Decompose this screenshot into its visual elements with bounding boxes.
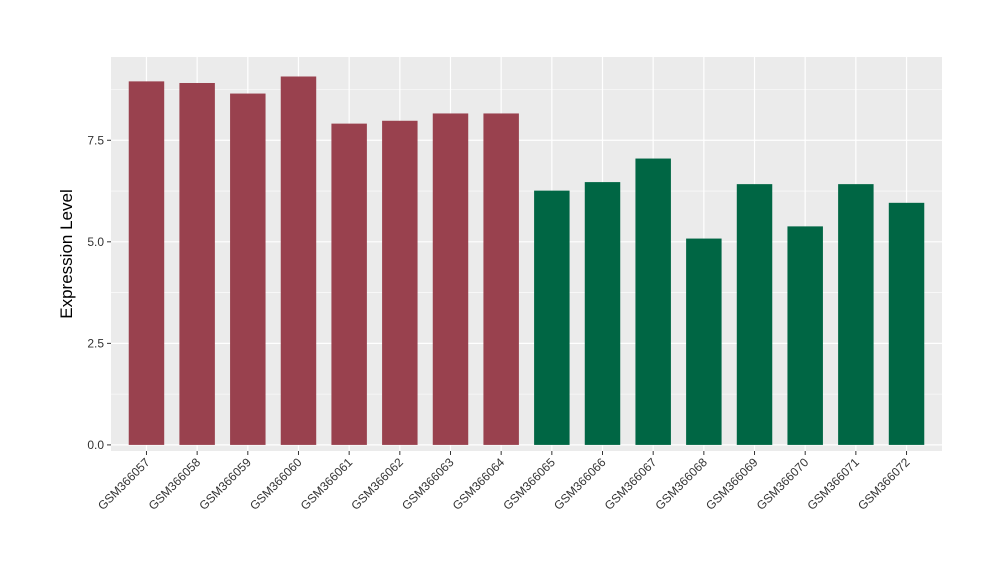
x-tick-label: GSM366069 bbox=[703, 455, 761, 513]
x-tick-label: GSM366060 bbox=[247, 455, 305, 513]
x-axis: GSM366057GSM366058GSM366059GSM366060GSM3… bbox=[95, 451, 913, 513]
bar-GSM366064 bbox=[483, 113, 519, 445]
bars bbox=[128, 76, 925, 445]
bar-GSM366060 bbox=[280, 76, 317, 445]
bar-GSM366072 bbox=[888, 202, 925, 445]
x-tick-label: GSM366063 bbox=[399, 455, 457, 513]
x-tick-label: GSM366058 bbox=[146, 455, 204, 513]
bar-GSM366059 bbox=[230, 93, 266, 445]
x-tick-label: GSM366065 bbox=[500, 455, 558, 513]
x-tick-label: GSM366066 bbox=[551, 455, 609, 513]
bar-GSM366071 bbox=[838, 184, 874, 445]
bar-GSM366065 bbox=[534, 190, 570, 445]
bar-GSM366062 bbox=[382, 120, 418, 445]
bar-GSM366067 bbox=[635, 158, 671, 445]
x-tick-label: GSM366057 bbox=[95, 455, 153, 513]
x-tick-label: GSM366068 bbox=[652, 455, 710, 513]
bar-GSM366063 bbox=[432, 113, 469, 445]
bar-GSM366069 bbox=[736, 184, 773, 445]
x-tick-label: GSM366061 bbox=[298, 455, 356, 513]
x-tick-label: GSM366071 bbox=[804, 455, 862, 513]
x-tick-label: GSM366062 bbox=[348, 455, 406, 513]
bar-GSM366061 bbox=[331, 123, 367, 445]
bar-GSM366068 bbox=[686, 238, 722, 445]
y-tick-label: 0.0 bbox=[87, 438, 104, 452]
bar-GSM366070 bbox=[787, 226, 823, 445]
x-tick-label: GSM366067 bbox=[602, 455, 660, 513]
x-tick-label: GSM366059 bbox=[196, 455, 254, 513]
bar-GSM366057 bbox=[128, 81, 165, 445]
y-axis-title: Expression Level bbox=[57, 189, 76, 318]
bar-GSM366058 bbox=[179, 82, 215, 445]
x-tick-label: GSM366072 bbox=[855, 455, 913, 513]
y-tick-label: 5.0 bbox=[87, 235, 104, 249]
x-tick-label: GSM366070 bbox=[754, 455, 812, 513]
y-tick-label: 2.5 bbox=[87, 336, 104, 350]
bar-GSM366066 bbox=[584, 182, 621, 445]
x-tick-label: GSM366064 bbox=[450, 455, 508, 513]
y-tick-label: 7.5 bbox=[87, 133, 104, 147]
y-axis: 0.0 2.5 5.0 7.5 bbox=[87, 133, 111, 452]
